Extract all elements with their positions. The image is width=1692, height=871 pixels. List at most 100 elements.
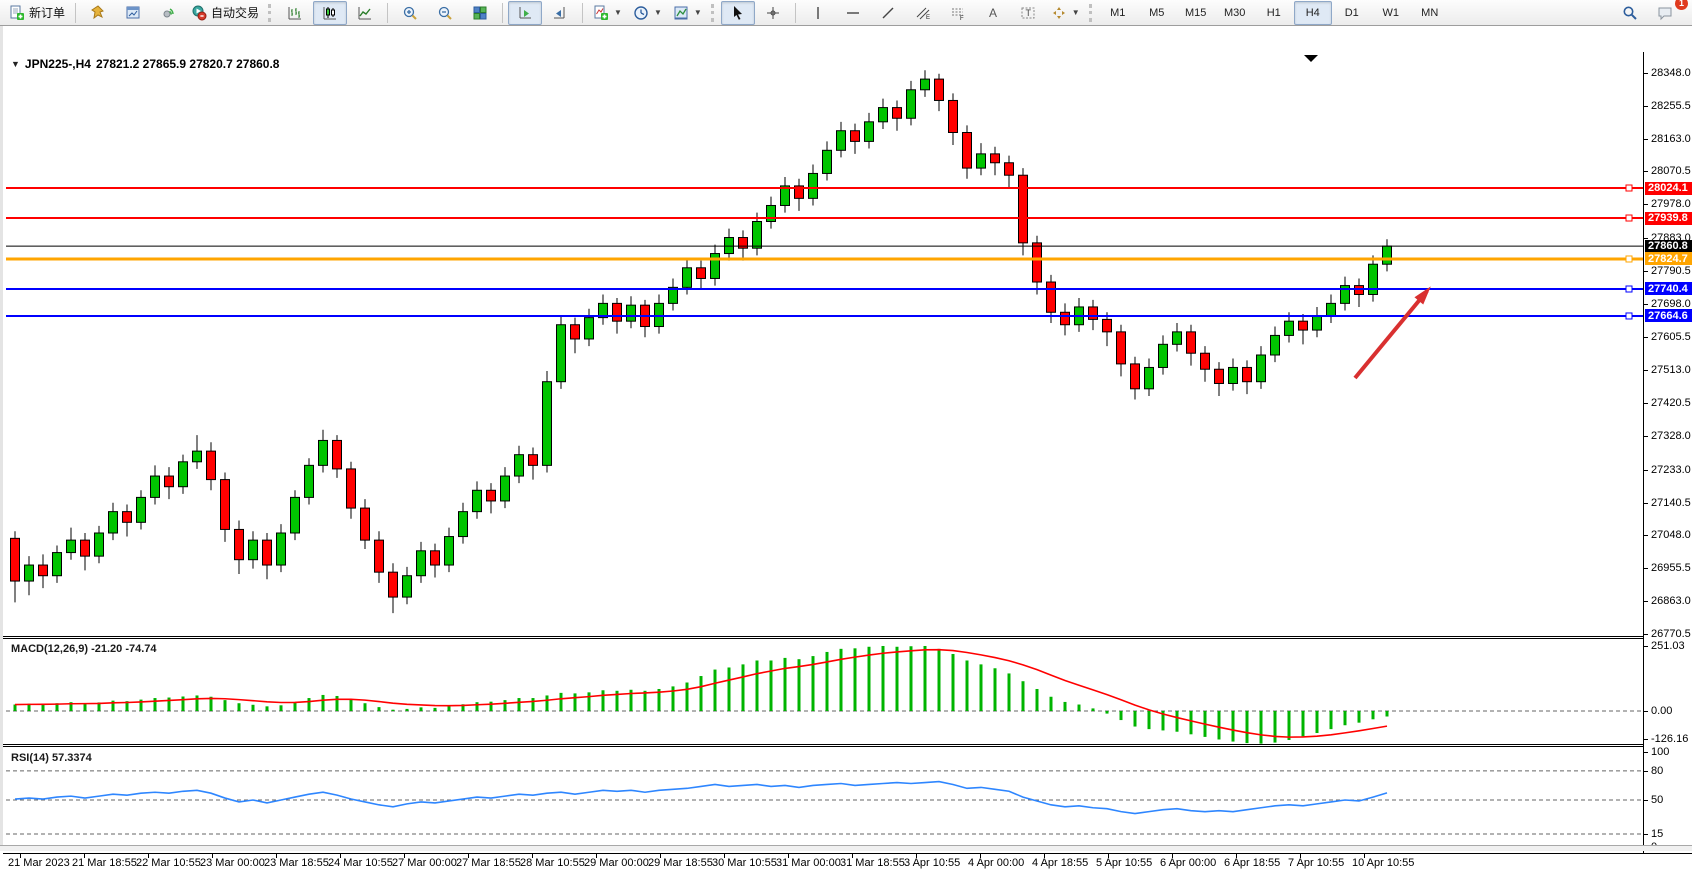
macd-histogram-bar bbox=[1105, 711, 1109, 714]
price-tag[interactable]: 28024.1 bbox=[1645, 181, 1692, 195]
line-anchor-handle[interactable] bbox=[1625, 184, 1633, 192]
templates-button[interactable]: ▼ bbox=[668, 1, 707, 25]
line-anchor-handle[interactable] bbox=[1625, 214, 1633, 222]
timeframe-d1-button[interactable]: D1 bbox=[1344, 6, 1359, 19]
price-axis[interactable]: 28348.0 28255.5 28163.0 28070.5 27978.0 27883… bbox=[1643, 52, 1692, 853]
auto-scroll-button[interactable] bbox=[508, 0, 543, 25]
arrows-button[interactable]: ▼ bbox=[1046, 1, 1085, 25]
line-anchor-handle[interactable] bbox=[1625, 255, 1633, 263]
macd-histogram-bar bbox=[825, 651, 829, 711]
bearish-candle bbox=[1046, 281, 1056, 313]
toolbar-drag-handle[interactable] bbox=[1088, 3, 1095, 22]
price-tag[interactable]: 27740.4 bbox=[1645, 282, 1692, 296]
line-anchor-handle[interactable] bbox=[1625, 312, 1633, 320]
timeframe-w1-button[interactable]: W1 bbox=[1382, 6, 1399, 19]
indicators-button[interactable]: ▼ bbox=[588, 1, 627, 25]
timeframe-m1-button[interactable]: M1 bbox=[1110, 6, 1126, 19]
macd-histogram-bar bbox=[1315, 711, 1319, 734]
symbol-dropdown-icon[interactable]: ▼ bbox=[11, 59, 20, 69]
bearish-candle bbox=[122, 511, 132, 523]
price-tag[interactable]: 27860.8 bbox=[1645, 239, 1692, 253]
bearish-candle bbox=[10, 537, 20, 582]
macd-histogram-bar bbox=[615, 690, 619, 711]
price-axis-label: 26955.5 bbox=[1651, 562, 1691, 575]
timeframe-m5-button[interactable]: M5 bbox=[1149, 6, 1165, 19]
macd-histogram-bar bbox=[41, 704, 45, 711]
bullish-candle bbox=[318, 439, 328, 466]
bearish-candle bbox=[934, 78, 944, 101]
timeframe-m15-button[interactable]: M15 bbox=[1185, 6, 1207, 19]
price-tag[interactable]: 27939.8 bbox=[1645, 211, 1692, 225]
svg-text:A: A bbox=[989, 6, 997, 20]
cursor-button[interactable] bbox=[720, 0, 755, 25]
bullish-candle bbox=[108, 511, 118, 534]
toolbar-drag-handle[interactable] bbox=[710, 3, 717, 22]
price-tag[interactable]: 27824.7 bbox=[1645, 252, 1692, 266]
search-button[interactable] bbox=[1613, 1, 1647, 25]
timeframe-mn-button[interactable]: MN bbox=[1421, 6, 1439, 19]
bullish-candle bbox=[1312, 315, 1322, 331]
auto-trading-button[interactable]: 自动交易 bbox=[186, 1, 264, 25]
chart-shift-marker-icon[interactable] bbox=[1304, 55, 1318, 62]
macd-histogram-bar bbox=[1301, 711, 1305, 737]
time-axis-label: 21 Mar 2023 bbox=[8, 857, 70, 869]
line-chart-button[interactable] bbox=[348, 1, 382, 25]
alerts-button[interactable] bbox=[81, 1, 115, 25]
price-tag[interactable]: 27664.6 bbox=[1645, 309, 1692, 323]
time-axis-label: 4 Apr 18:55 bbox=[1032, 857, 1089, 869]
timeframe-h1-button[interactable]: H1 bbox=[1266, 6, 1281, 19]
trendline-button[interactable] bbox=[871, 1, 905, 25]
toolbar-drag-handle[interactable] bbox=[268, 3, 274, 22]
charts-window-button[interactable] bbox=[116, 1, 150, 25]
axis-tick bbox=[1644, 833, 1648, 835]
price-axis-label: 27790.5 bbox=[1651, 265, 1691, 278]
trend-arrow-annotation[interactable] bbox=[1353, 289, 1429, 380]
bullish-candle bbox=[542, 381, 552, 466]
timeframe-m30-button[interactable]: M30 bbox=[1224, 6, 1246, 19]
ohlc-values: 27821.2 27865.9 27820.7 27860.8 bbox=[95, 57, 280, 71]
bearish-candle bbox=[1298, 320, 1308, 331]
bearish-candle bbox=[696, 267, 706, 279]
chart-window: ▼ JPN225-,H4 27821.2 27865.9 27820.7 278… bbox=[0, 26, 1692, 871]
bearish-candle bbox=[1242, 366, 1252, 383]
macd-histogram-bar bbox=[713, 669, 717, 711]
horizontal-line-button[interactable] bbox=[836, 1, 870, 25]
main-price-chart[interactable] bbox=[6, 54, 1643, 636]
price-axis-label: 27513.0 bbox=[1651, 363, 1691, 376]
crosshair-button[interactable] bbox=[756, 1, 790, 25]
notifications-button[interactable]: 1 bbox=[1648, 0, 1688, 25]
macd-axis-label: 0.00 bbox=[1651, 705, 1673, 717]
status-bar bbox=[0, 845, 1692, 851]
signals-button[interactable] bbox=[151, 1, 185, 25]
macd-histogram-bar bbox=[1259, 711, 1263, 744]
bearish-candle bbox=[374, 539, 384, 573]
zoom-out-button[interactable] bbox=[428, 1, 462, 25]
equidistant-channel-button[interactable]: E bbox=[906, 1, 940, 25]
rsi-panel[interactable] bbox=[6, 747, 1643, 853]
arrow-head bbox=[1414, 286, 1431, 305]
new-order-button[interactable]: 新订单 bbox=[4, 1, 70, 25]
vertical-line-button[interactable] bbox=[801, 1, 835, 25]
chart-shift-icon bbox=[554, 6, 565, 18]
zoom-in-button[interactable] bbox=[393, 1, 427, 25]
alert-bell-icon bbox=[91, 4, 104, 19]
bar-chart-button[interactable] bbox=[278, 1, 312, 25]
periods-button[interactable]: ▼ bbox=[628, 1, 667, 25]
bullish-candle bbox=[920, 78, 930, 91]
fibonacci-button[interactable]: F bbox=[941, 1, 975, 25]
timeframe-h4-button[interactable]: H4 bbox=[1293, 0, 1332, 25]
time-axis[interactable]: 21 Mar 2023 21 Mar 18:55 22 Mar 10:55 23 Ma… bbox=[3, 853, 1692, 871]
macd-panel[interactable] bbox=[6, 639, 1643, 744]
candlestick-chart-button[interactable] bbox=[313, 0, 348, 25]
panel-splitter[interactable] bbox=[3, 744, 1692, 747]
tile-windows-button[interactable] bbox=[463, 1, 497, 25]
line-anchor-handle[interactable] bbox=[1625, 285, 1633, 293]
timeframe-group: M1 M5 M15 M30 H1 H4 D1 W1 MN bbox=[1099, 0, 1449, 25]
macd-histogram-bar bbox=[755, 660, 759, 711]
text-button[interactable]: A bbox=[976, 1, 1010, 25]
panel-splitter[interactable] bbox=[3, 636, 1692, 639]
price-axis-label: 27698.0 bbox=[1651, 298, 1691, 311]
candlestick-plot bbox=[6, 55, 1643, 614]
text-label-button[interactable]: T bbox=[1011, 1, 1045, 25]
chart-shift-button[interactable] bbox=[543, 1, 577, 25]
